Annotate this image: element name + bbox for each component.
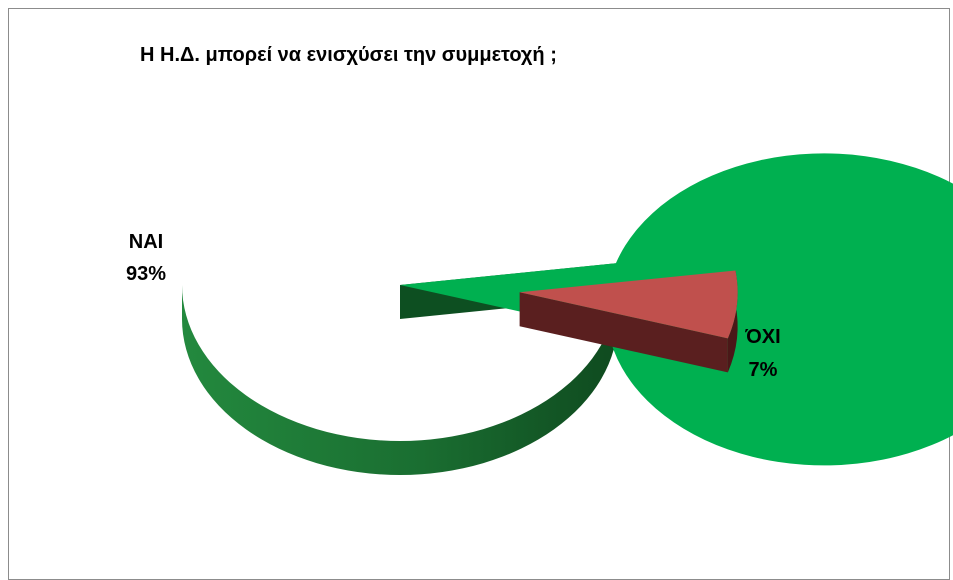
label-oxi-name: ΌΧΙ bbox=[744, 326, 780, 348]
label-nai-name: ΝΑΙ bbox=[129, 231, 163, 253]
nai-slice-side bbox=[182, 285, 618, 475]
oxi-slice bbox=[519, 270, 738, 339]
label-oxi-value: 7% bbox=[749, 359, 778, 381]
label-nai-value: 93% bbox=[126, 263, 166, 285]
oxi-slice-side bbox=[519, 292, 728, 373]
chart-title: Η Η.Δ. μπορεί να ενισχύσει την συμμετοχή… bbox=[140, 44, 557, 66]
oxi-slice-outer-side bbox=[727, 270, 738, 373]
